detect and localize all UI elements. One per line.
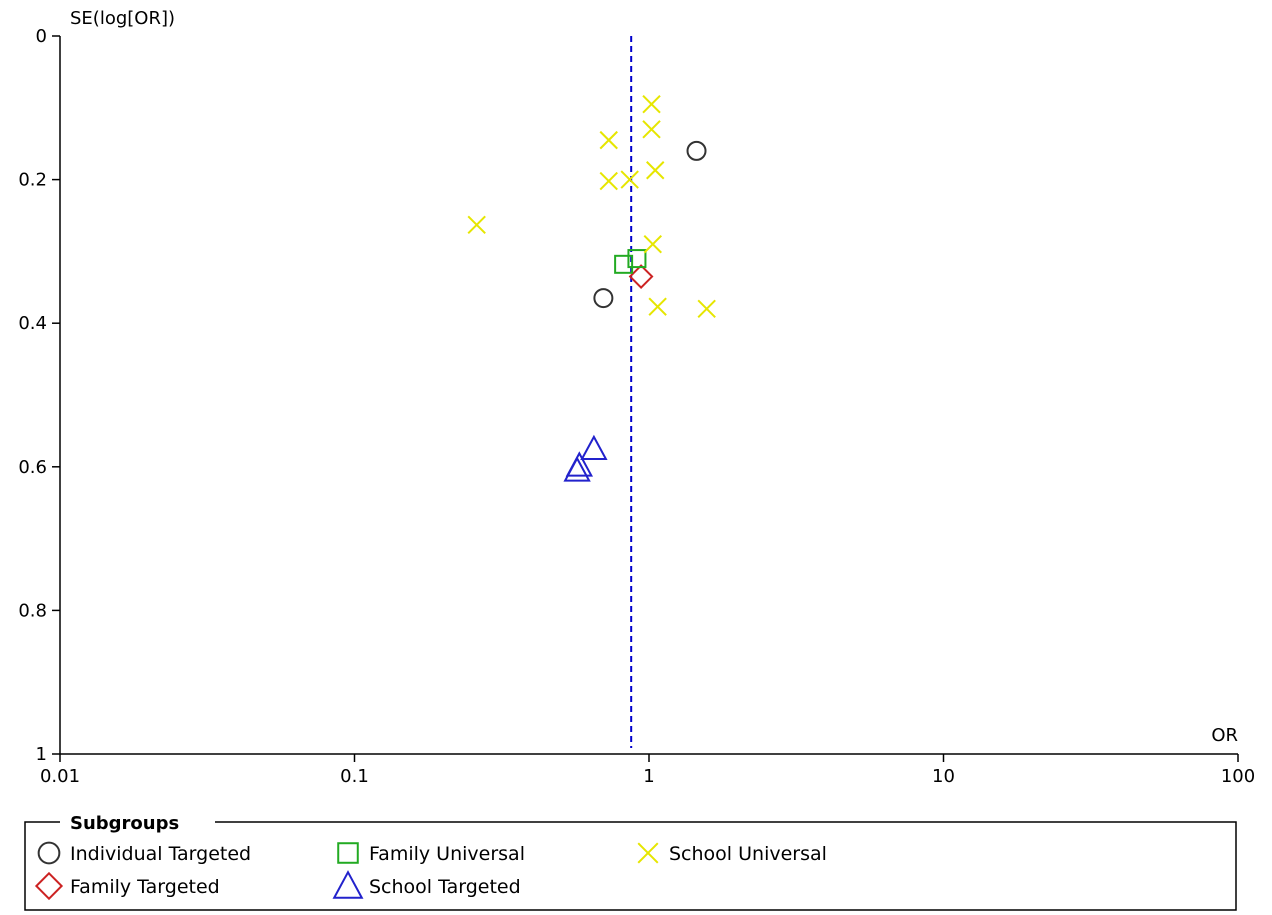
data-point-diamond [628,264,654,289]
legend-label: Individual Targeted [70,843,251,865]
data-point-circle [593,288,614,309]
y-tick-label: 0.2 [18,170,47,191]
axes: SE(log[OR]) OR [59,8,1238,755]
data-point-x [643,235,662,254]
y-axis-title: SE(log[OR]) [70,8,175,29]
legend-marker-circle [37,841,61,865]
y-tick-label: 0.6 [18,457,47,478]
data-points [467,95,716,482]
data-point-x [642,120,661,139]
legend-marker-square [337,842,359,864]
legend-marker-diamond [34,871,64,901]
legend-label: Family Universal [369,843,525,865]
data-point-x [620,170,639,189]
legend-title: Subgroups [70,813,179,834]
x-tick-label: 0.1 [340,766,369,787]
legend-label: Family Targeted [70,876,220,898]
data-point-x [599,130,618,150]
x-tick-label: 10 [932,766,955,787]
ticks: 00.20.40.60.810.01 0.1 1 10 100 [18,26,1255,787]
legend-frame [24,821,1237,911]
data-point-x [648,297,667,316]
legend-label: School Universal [669,843,827,865]
data-point-x [646,161,665,180]
x-tick-label: 0.01 [40,766,80,787]
data-point-square [614,254,634,274]
y-tick-label: 0.4 [18,313,47,334]
data-point-x [467,215,486,235]
y-tick-label: 0.8 [18,600,47,621]
x-axis-title: OR [1211,725,1238,746]
legend: Subgroups Individual Targeted Family Univ… [24,813,1237,911]
data-point-x [697,299,716,319]
data-point-circle [686,140,707,161]
y-tick-label: 1 [36,744,47,765]
data-point-square [627,249,647,269]
data-point-x [599,171,618,191]
x-tick-label: 1 [643,766,654,787]
legend-marker-x [637,842,659,864]
legend-marker-triangle [332,870,364,899]
data-point-triangle [563,456,591,482]
data-point-x [642,95,661,114]
x-tick-label: 100 [1221,766,1255,787]
y-tick-label: 0 [36,26,47,47]
legend-items: Individual Targeted Family Universal Schoo… [34,841,827,901]
legend-label: School Targeted [369,876,521,898]
data-point-triangle [580,434,608,461]
